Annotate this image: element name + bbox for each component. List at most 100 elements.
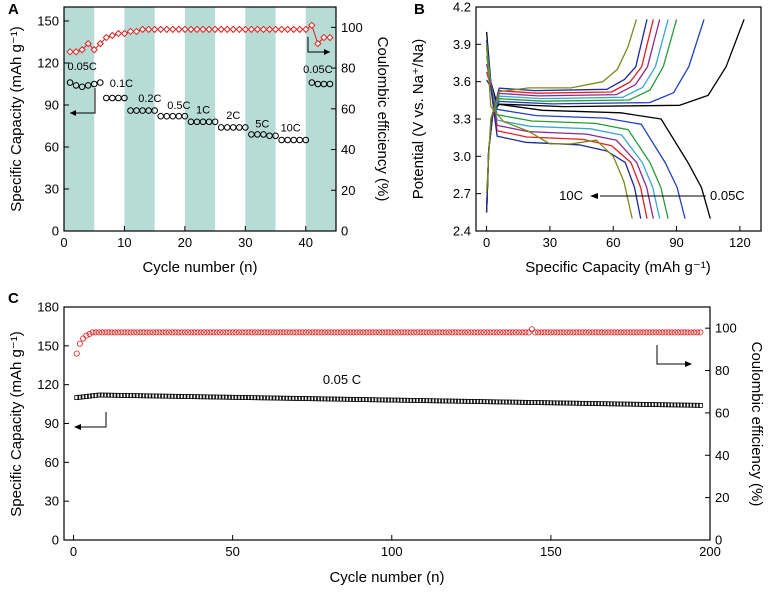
panel-c-capacity-point [233,394,239,400]
panel-c-efficiency-point [376,329,383,336]
panel-c-capacity-point [599,401,605,407]
panel-c-capacity-point [532,400,538,405]
panel-c-capacity-point [669,402,675,408]
panel-c-capacity-point [402,397,407,403]
panel-a-efficiency-point [271,25,280,34]
panel-c-efficiency-point [589,329,596,336]
panel-c-efficiency-point [309,329,316,336]
panel-c-capacity-point [284,395,290,401]
panel-c-efficiency-point [573,329,580,336]
panel-c-efficiency-point [162,329,169,336]
panel-c-right-arrowhead [685,361,692,367]
panel-c-capacity-point [236,395,242,400]
panel-c-capacity-point [602,401,608,407]
panel-c-efficiency-point [484,329,491,336]
panel-c-efficiency-point [344,329,351,336]
panel-b-xtick-label: 30 [543,235,557,250]
panel-c-capacity-point [408,397,414,403]
panel-c-efficiency-point [124,329,131,336]
panel-b-xtick-label: 0 [483,235,490,250]
panel-c-efficiency-point [551,329,558,336]
panel-c-capacity-point [77,394,83,400]
panel-a-efficiency-point [241,25,250,34]
panel-c-capacity-point [573,400,579,406]
panel-a-efficiency-point [120,29,129,38]
panel-c-capacity-point [577,400,582,406]
panel-c-efficiency-point [694,329,701,336]
panel-c-efficiency-point [468,329,475,336]
panel-c-efficiency-point [76,340,83,347]
panel-b-charge-curve [485,19,678,213]
panel-c-capacity-point [634,401,640,407]
panel-c-capacity-point [141,393,146,399]
panel-c-efficiency-point [315,329,322,336]
panel-a-rate-labels: 0.05C 0.1C 0.2C 0.5C 1C 2C 5C 10C 0.05C [67,61,332,135]
panel-c-efficiency-point [105,329,112,336]
panel-c-efficiency-point [280,329,287,336]
panel-c-efficiency-point [379,329,386,336]
panel-c-capacity-point [647,402,652,407]
panel-a-efficiency-point [277,25,286,34]
panel-b-xlabel: Specific Capacity (mAh g⁻¹) [525,259,710,276]
panel-a-capacity-point [163,112,171,120]
panel-c-y2tick-label: 40 [715,448,729,463]
panel-c-capacity-point [242,395,248,400]
panel-c: C 0 50 100 150 20003060901201501800204060801… [8,290,765,586]
panel-a-right-axis-arrow [307,37,330,53]
panel-c-capacity-point [618,401,624,407]
panel-c-efficiency-point [325,329,332,336]
panel-c-capacity-point [319,396,325,402]
panel-c-efficiency-point [283,329,290,336]
panel-a-rate-label: 0.2C [138,93,161,105]
panel-c-efficiency-point [363,329,370,336]
panel-c-efficiency-point [264,329,271,336]
panel-c-efficiency-point [630,329,637,336]
panel-c-xtick-label: 50 [225,544,239,559]
panel-c-efficiency-point [614,329,621,336]
panel-a-efficiency-point [308,21,316,30]
panel-a-efficiency-point [144,25,153,34]
panel-c-efficiency-point [684,329,691,336]
panel-c-capacity-point [207,394,213,400]
panel-c-capacity-point [497,399,503,405]
panel-c-efficiency-point [586,329,593,336]
panel-c-efficiency-point [159,329,166,336]
panel-c-efficiency-point [178,329,185,336]
panel-c-capacity-point [354,397,360,402]
panel-c-ytick-label: 60 [45,455,59,470]
panel-c-capacity-point [376,397,382,403]
panel-c-efficiency-point [458,329,465,336]
panel-a-xtick-label: 40 [299,235,313,250]
panel-c-efficiency-point [452,329,459,336]
panel-c-capacity-point [589,401,595,406]
panel-c-capacity-point [535,400,541,405]
panel-c-efficiency-point [328,329,335,336]
panel-a-efficiency-point [150,25,159,34]
panel-c-y2label: Coulombic efficiency (%) [748,342,765,507]
panel-c-efficiency-point [671,329,678,336]
panel-c-ytick-label: 120 [37,377,59,392]
panel-a-rate-label: 0.5C [167,100,190,112]
panel-c-efficiency-point [554,329,561,336]
panel-b-charge-curve [485,19,705,213]
panel-c-efficiency-point [404,329,411,336]
panel-c-efficiency-point [382,329,389,336]
panel-c-efficiency-point [401,329,408,336]
panel-c-efficiency-point [96,329,103,336]
panel-c-efficiency-point [290,329,297,336]
panel-a-rate-label: 10C [281,123,301,135]
panel-c-efficiency-point [321,329,328,336]
panel-c-capacity-point [192,394,197,400]
panel-a-efficiency-point [314,39,322,48]
panel-b-ytick-label: 3.0 [453,149,471,164]
panel-c-efficiency-point [220,329,227,336]
panel-c-efficiency-point [541,329,548,336]
panel-c-letter: C [8,290,19,307]
panel-b-ytick-label: 3.9 [453,37,471,52]
panel-c-efficiency-point [169,329,176,336]
panel-c-capacity-point [538,400,544,406]
panel-c-efficiency-point [306,329,313,336]
panel-c-efficiency-point [662,329,669,336]
panel-c-capacity-point [653,402,659,408]
